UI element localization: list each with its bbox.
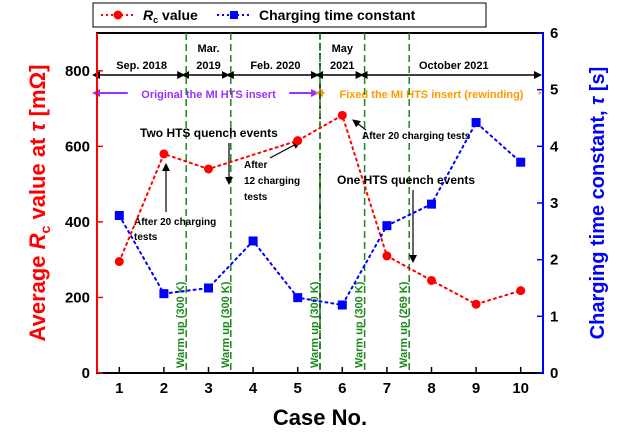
annotation-after12-line3: tests <box>244 192 268 203</box>
data-point <box>293 136 303 146</box>
data-point <box>204 283 213 293</box>
axes: 1 2 3 4 5 6 7 8 9 10 0 200 400 600 800 0 1 2 3 4 5 6 <box>65 25 559 397</box>
data-point <box>516 286 526 296</box>
y-left-title-unit: [mΩ] <box>25 65 50 123</box>
annotation-after12-arrow <box>269 141 301 159</box>
x-tick-label: 8 <box>427 380 435 397</box>
y-left-title-tau: τ <box>25 122 50 132</box>
x-tick-label: 3 <box>204 380 212 397</box>
y-left-title-sub: c <box>37 225 53 233</box>
warm-up-label: Warm up (300 K) <box>309 281 321 368</box>
y-right-title-pre: Charging time constant, <box>587 105 609 339</box>
x-tick-label: 2 <box>160 380 168 397</box>
y-right-tick-label: 5 <box>550 82 558 99</box>
legend-tau-label: Charging time constant <box>259 7 416 23</box>
phase-label: Fixed the MI HTS insert (rewinding) <box>340 89 524 101</box>
data-point <box>337 300 347 310</box>
period-bars: Sep. 2018 Mar. 2019 Feb. 2020 May 2021 October… <box>92 43 542 79</box>
y-right-tick-label: 2 <box>550 252 558 269</box>
y-left-tick-label: 400 <box>65 214 90 231</box>
warm-up-label: Warm up (300 K) <box>175 281 187 368</box>
legend-rc-label: Rc value <box>143 7 198 25</box>
y-left-title-mid: value at <box>25 132 50 226</box>
y-left-tick-label: 600 <box>65 138 90 155</box>
annotation-after20-b-arrow <box>352 119 367 131</box>
phase-label-bg <box>324 86 539 101</box>
x-tick-label: 1 <box>115 380 123 397</box>
data-point <box>516 157 526 167</box>
x-tick-label: 10 <box>512 380 529 397</box>
y-right-tick-label: 4 <box>550 138 559 155</box>
annotation-after12-line2: 12 charging <box>244 176 300 187</box>
period-label-line2: 2019 <box>196 60 220 72</box>
legend: Rc value Charging time constant <box>92 2 487 28</box>
data-point <box>382 251 392 261</box>
phase-bars: Original the MI HTS insert Fixed the MI H… <box>92 86 542 101</box>
annotations: Two HTS quench events One HTS quench eve… <box>134 119 475 263</box>
x-tick-label: 4 <box>249 380 258 397</box>
data-point <box>159 149 169 159</box>
period-label: Mar. <box>197 43 219 55</box>
y-right-tick-label: 0 <box>550 365 558 382</box>
vertical-lines: Warm up (300 K) Warm up (300 K) Warm up (3… <box>175 33 410 373</box>
period-label-line2: 2021 <box>330 60 354 72</box>
period-label: October 2021 <box>419 60 489 72</box>
period-label: Sep. 2018 <box>116 60 167 72</box>
series-line <box>118 120 522 307</box>
y-axis-right-title: Charging time constant, τ [s] <box>587 67 609 340</box>
data-point <box>471 118 481 128</box>
y-axis-left-title: Average Rc value at τ [mΩ] <box>25 65 53 342</box>
y-left-tick-label: 0 <box>82 365 90 382</box>
data-point <box>114 257 124 267</box>
y-right-tick-label: 6 <box>550 25 558 42</box>
data-point <box>159 289 169 299</box>
data-point <box>471 299 481 309</box>
data-point <box>427 275 436 285</box>
legend-rc-sym: R <box>143 7 154 23</box>
period-label: May <box>332 43 354 55</box>
data-point <box>204 164 213 174</box>
annotation-after20-b: After 20 charging tests <box>362 131 471 142</box>
data-point <box>293 293 303 303</box>
annotation-two-quench: Two HTS quench events <box>140 126 278 140</box>
annotation-after12-line1: After <box>244 160 267 171</box>
warm-up-label: Warm up (269 K) <box>398 281 410 368</box>
y-left-title-sym: R <box>25 233 50 249</box>
annotation-after20-a-line1: After 20 charging <box>134 217 216 228</box>
annotation-one-quench: One HTS quench events <box>337 173 475 187</box>
y-left-title-pre: Average <box>25 249 50 341</box>
legend-rc-rest: value <box>158 7 198 23</box>
phase-label-bg <box>127 86 290 101</box>
x-axis-title: Case No. <box>273 405 367 430</box>
data-point <box>337 110 347 120</box>
data-point <box>427 199 436 209</box>
legend-rc-marker <box>113 10 123 20</box>
y-left-tick-label: 200 <box>65 289 90 306</box>
x-tick-label: 5 <box>294 380 302 397</box>
data-point <box>248 236 258 246</box>
y-right-title-tau: τ <box>587 95 609 105</box>
y-right-tick-label: 3 <box>550 195 558 212</box>
data-point <box>114 210 124 220</box>
period-label: Feb. 2020 <box>250 60 300 72</box>
legend-box <box>92 2 487 28</box>
legend-tau-marker <box>230 11 238 19</box>
warm-up-label: Warm up (300 K) <box>220 281 232 368</box>
legend-rc-sub: c <box>153 15 158 25</box>
phase-label: Original the MI HTS insert <box>141 89 276 101</box>
x-tick-label: 6 <box>338 380 346 397</box>
data-point <box>382 221 392 231</box>
y-right-title-unit: [s] <box>587 67 609 97</box>
y-left-tick-label: 800 <box>65 63 90 80</box>
warm-up-label: Warm up (300 K) <box>354 281 366 368</box>
y-right-tick-label: 1 <box>550 308 558 325</box>
x-tick-label: 9 <box>472 380 480 397</box>
x-tick-label: 7 <box>383 380 391 397</box>
series <box>114 110 526 310</box>
annotation-after20-a-line2: tests <box>134 232 158 243</box>
